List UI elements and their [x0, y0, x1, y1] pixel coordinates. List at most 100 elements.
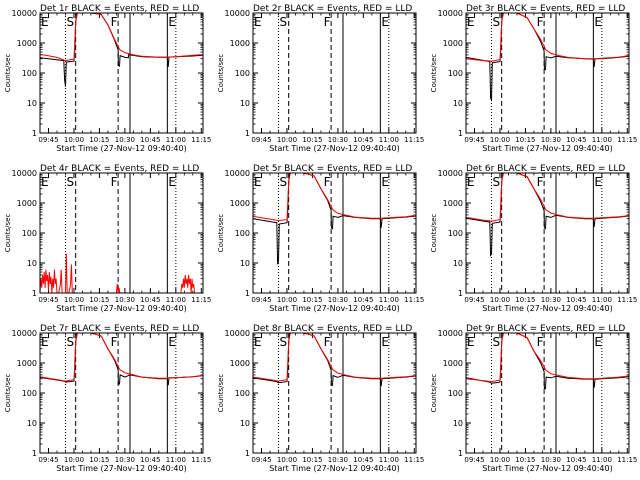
y-tick-label: 100 — [235, 389, 250, 398]
x-tick-label: 10:00 — [490, 136, 510, 144]
y-tick-label: 100 — [22, 69, 37, 78]
panel-title: Det 4r BLACK = Events, RED = LLD — [40, 164, 199, 174]
panel-title: Det 3r BLACK = Events, RED = LLD — [466, 4, 625, 14]
y-tick-label: 10000 — [438, 169, 463, 178]
x-axis-label: Start Time (27-Nov-12 09:40:40) — [482, 464, 612, 473]
phase-marker-F: F — [111, 175, 118, 189]
x-tick-label: 10:30 — [541, 296, 561, 304]
series-lld — [253, 173, 416, 222]
panel-title: Det 2r BLACK = Events, RED = LLD — [253, 4, 412, 14]
y-axis-label: Counts/sec — [217, 214, 225, 253]
x-tick-label: 10:00 — [277, 296, 297, 304]
plot-frame — [465, 12, 630, 134]
y-tick-label: 10 — [27, 259, 37, 268]
phase-marker-E: E — [41, 15, 49, 29]
phase-marker-S: S — [66, 335, 74, 349]
x-tick-label: 11:15 — [617, 296, 637, 304]
phase-marker-S: S — [66, 15, 74, 29]
x-tick-label: 10:15 — [302, 296, 322, 304]
y-tick-label: 1 — [245, 289, 250, 298]
plot-frame — [252, 12, 417, 134]
x-tick-label: 11:15 — [191, 136, 211, 144]
x-tick-label: 10:30 — [115, 136, 135, 144]
phase-marker-F: F — [324, 175, 331, 189]
phase-marker-S: S — [279, 175, 287, 189]
phase-marker-F: F — [537, 335, 544, 349]
y-tick-label: 100 — [22, 389, 37, 398]
series-lld — [40, 253, 195, 293]
phase-marker-F: F — [111, 15, 118, 29]
x-axis-label: Start Time (27-Nov-12 09:40:40) — [482, 304, 612, 313]
y-tick-label: 1000 — [17, 359, 37, 368]
phase-marker-S: S — [492, 335, 500, 349]
y-axis-label: Counts/sec — [4, 374, 12, 413]
y-tick-label: 10000 — [438, 329, 463, 338]
x-axis-label: Start Time (27-Nov-12 09:40:40) — [56, 464, 186, 473]
x-tick-label: 10:30 — [115, 456, 135, 464]
x-tick-label: 09:45 — [38, 456, 58, 464]
y-tick-label: 10 — [27, 99, 37, 108]
x-tick-label: 09:45 — [251, 136, 271, 144]
panel-title: Det 6r BLACK = Events, RED = LLD — [466, 164, 625, 174]
x-axis-label: Start Time (27-Nov-12 09:40:40) — [56, 144, 186, 153]
plot-frame — [39, 172, 204, 294]
plot-frame — [252, 172, 417, 294]
y-tick-label: 1000 — [443, 39, 463, 48]
y-tick-label: 1 — [245, 449, 250, 458]
x-tick-label: 10:00 — [277, 456, 297, 464]
phase-marker-E: E — [254, 335, 262, 349]
phase-marker-S: S — [66, 175, 74, 189]
x-tick-label: 11:00 — [166, 136, 186, 144]
y-axis-label: Counts/sec — [4, 214, 12, 253]
y-tick-label: 1000 — [17, 39, 37, 48]
x-tick-label: 10:45 — [140, 136, 160, 144]
x-tick-label: 09:45 — [464, 456, 484, 464]
phase-marker-E: E — [467, 335, 475, 349]
phase-marker-F: F — [324, 335, 331, 349]
x-tick-label: 10:30 — [328, 136, 348, 144]
phase-marker-E: E — [168, 335, 176, 349]
phase-marker-E: E — [254, 15, 262, 29]
x-tick-label: 10:30 — [115, 296, 135, 304]
phase-marker-E: E — [381, 175, 389, 189]
x-tick-label: 09:45 — [38, 296, 58, 304]
y-tick-label: 100 — [448, 229, 463, 238]
x-tick-label: 11:00 — [379, 136, 399, 144]
phase-marker-E: E — [41, 335, 49, 349]
y-tick-label: 10000 — [438, 9, 463, 18]
x-tick-label: 09:45 — [251, 456, 271, 464]
y-tick-label: 1 — [32, 289, 37, 298]
x-tick-label: 10:30 — [541, 136, 561, 144]
y-tick-label: 10 — [453, 419, 463, 428]
y-tick-label: 10000 — [225, 9, 250, 18]
x-tick-label: 11:15 — [404, 136, 424, 144]
y-tick-label: 100 — [448, 69, 463, 78]
panel-title: Det 9r BLACK = Events, RED = LLD — [466, 324, 625, 334]
y-tick-label: 1000 — [230, 199, 250, 208]
panel-det9r: Det 9r BLACK = Events, RED = LLD Counts/s… — [430, 324, 637, 473]
phase-marker-E: E — [254, 175, 262, 189]
x-tick-label: 10:00 — [64, 456, 84, 464]
series-events — [466, 13, 629, 101]
y-tick-label: 1 — [32, 129, 37, 138]
x-tick-label: 10:45 — [566, 136, 586, 144]
x-tick-label: 10:00 — [490, 296, 510, 304]
x-tick-label: 10:15 — [89, 456, 109, 464]
x-tick-label: 10:15 — [515, 136, 535, 144]
x-tick-label: 10:00 — [490, 456, 510, 464]
panel-det6r: Det 6r BLACK = Events, RED = LLD Counts/s… — [430, 164, 637, 313]
series-lld — [40, 13, 203, 62]
x-tick-label: 11:00 — [166, 296, 186, 304]
y-tick-label: 1000 — [443, 199, 463, 208]
y-tick-label: 10000 — [12, 329, 37, 338]
phase-marker-E: E — [381, 15, 389, 29]
phase-marker-E: E — [467, 15, 475, 29]
series-lld — [466, 13, 629, 62]
x-tick-label: 10:45 — [140, 296, 160, 304]
y-tick-label: 1000 — [17, 199, 37, 208]
x-tick-label: 09:45 — [251, 296, 271, 304]
y-tick-label: 1000 — [230, 359, 250, 368]
y-axis-label: Counts/sec — [430, 374, 438, 413]
